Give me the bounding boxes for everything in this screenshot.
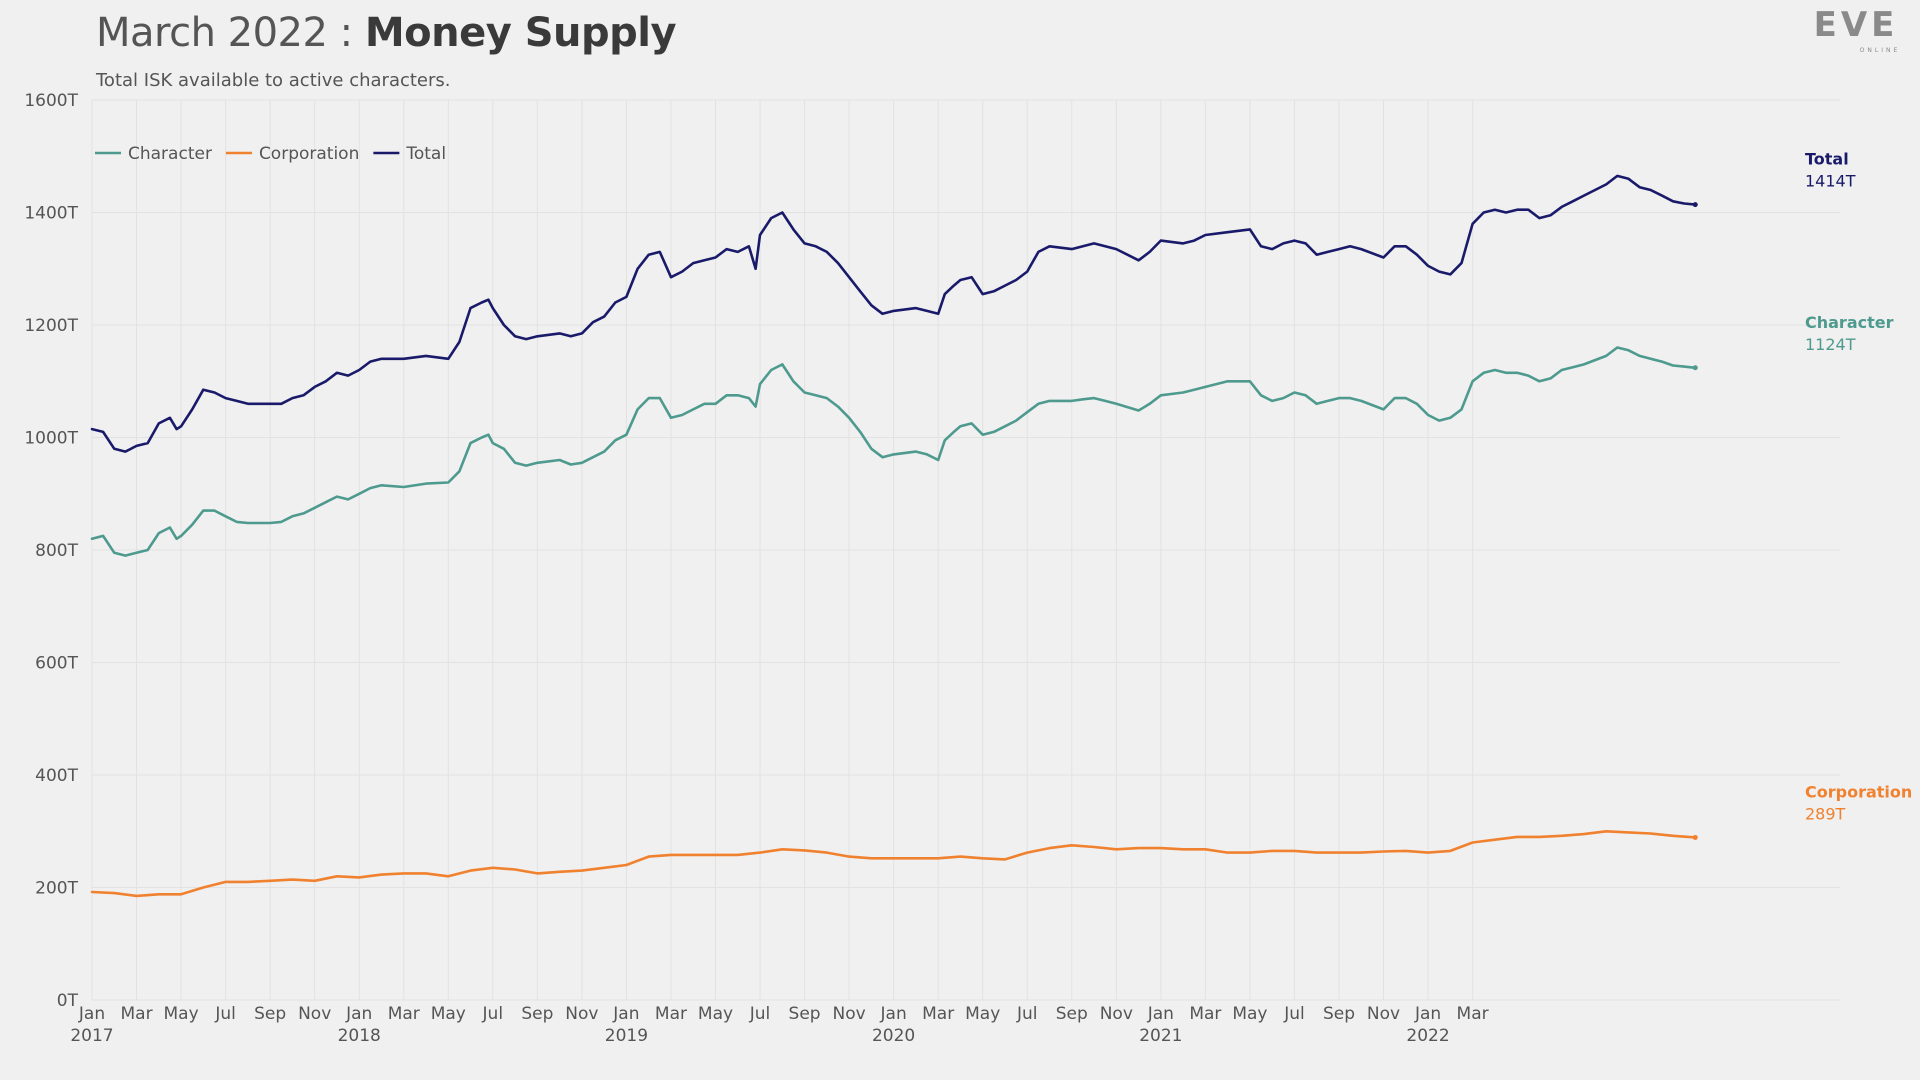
eve-online-logo: EVE ONLINE [1814,6,1901,54]
series-line-corporation [90,830,1697,898]
x-tick-year: 2018 [338,1026,381,1046]
x-tick-year: 2021 [1139,1026,1182,1046]
series-end-point-character [1692,365,1698,371]
x-tick-label: Sep [1323,1004,1355,1024]
x-tick-label: Nov [833,1004,866,1024]
title-main: Money Supply [364,10,677,56]
y-tick-label: 1600T [24,91,78,111]
series-lines [90,174,1698,898]
legend-label-corporation: Corporation [259,144,359,164]
x-tick-label: Nov [298,1004,331,1024]
legend-label-character: Character [128,144,212,164]
x-tick-label: Nov [1100,1004,1133,1024]
x-tick-label: Jul [1016,1004,1038,1024]
x-tick-label: Mar [388,1004,420,1024]
x-tick-label: Sep [521,1004,553,1024]
x-tick-label: Jul [749,1004,771,1024]
x-tick-label: Jul [1283,1004,1305,1024]
x-tick-label: May [431,1004,466,1024]
x-tick-label: Jan [78,1004,105,1024]
x-tick-label: Jan [345,1004,372,1024]
series-line-total [90,174,1697,453]
end-label-name-corporation: Corporation [1805,782,1912,801]
x-tick-label: May [163,1004,198,1024]
x-tick-label: May [698,1004,733,1024]
x-tick-label: May [965,1004,1000,1024]
legend: Character Corporation Total [95,144,446,164]
x-tick-label: Jul [482,1004,504,1024]
y-axis-ticks: 0T 200T 400T 600T 800T 1000T 1200T 1400T 1600T [24,91,78,1011]
x-tick-year: 2017 [70,1026,113,1046]
chart-subtitle: Total ISK available to active characters… [96,70,451,91]
x-tick-label: Mar [1189,1004,1221,1024]
x-tick-label: Jan [1414,1004,1441,1024]
end-label-name-total: Total [1805,150,1849,169]
x-tick-label: Mar [120,1004,152,1024]
x-tick-label: May [1232,1004,1267,1024]
x-tick-label: Mar [922,1004,954,1024]
legend-label-total: Total [405,144,446,164]
x-tick-label: Sep [254,1004,286,1024]
end-label-value-character: 1124T [1805,335,1856,354]
y-tick-label: 800T [35,541,78,561]
y-tick-label: 400T [35,766,78,786]
x-tick-label: Sep [1056,1004,1088,1024]
x-tick-label: Jan [880,1004,907,1024]
end-label-name-character: Character [1805,313,1894,332]
y-tick-label: 0T [57,991,79,1011]
x-tick-year: 2019 [605,1026,648,1046]
logo-subtext: ONLINE [1860,47,1901,54]
end-labels: Total 1414T Character 1124T Corporation 289T [1805,150,1912,824]
end-label-value-corporation: 289T [1805,804,1846,823]
x-tick-label: Jan [612,1004,639,1024]
series-end-point-total [1692,202,1698,208]
x-tick-label: Nov [565,1004,598,1024]
x-tick-label: Mar [1457,1004,1489,1024]
end-label-value-total: 1414T [1805,172,1856,191]
series-line-character [90,346,1697,557]
y-tick-label: 1200T [24,316,78,336]
y-tick-label: 1000T [24,429,78,449]
y-tick-label: 200T [35,879,78,899]
x-tick-label: Nov [1367,1004,1400,1024]
y-tick-label: 600T [35,654,78,674]
x-tick-year: 2022 [1406,1026,1449,1046]
x-tick-label: Jan [1147,1004,1174,1024]
x-tick-label: Sep [789,1004,821,1024]
y-tick-label: 1400T [24,204,78,224]
logo-text: EVE [1814,6,1899,45]
x-tick-label: Mar [655,1004,687,1024]
grid [91,99,1840,1001]
chart-title: March 2022 : Money Supply [96,10,677,56]
title-date: March 2022 : [96,10,365,56]
x-tick-year: 2020 [872,1026,915,1046]
series-end-point-corporation [1692,834,1698,840]
x-tick-label: Jul [214,1004,236,1024]
